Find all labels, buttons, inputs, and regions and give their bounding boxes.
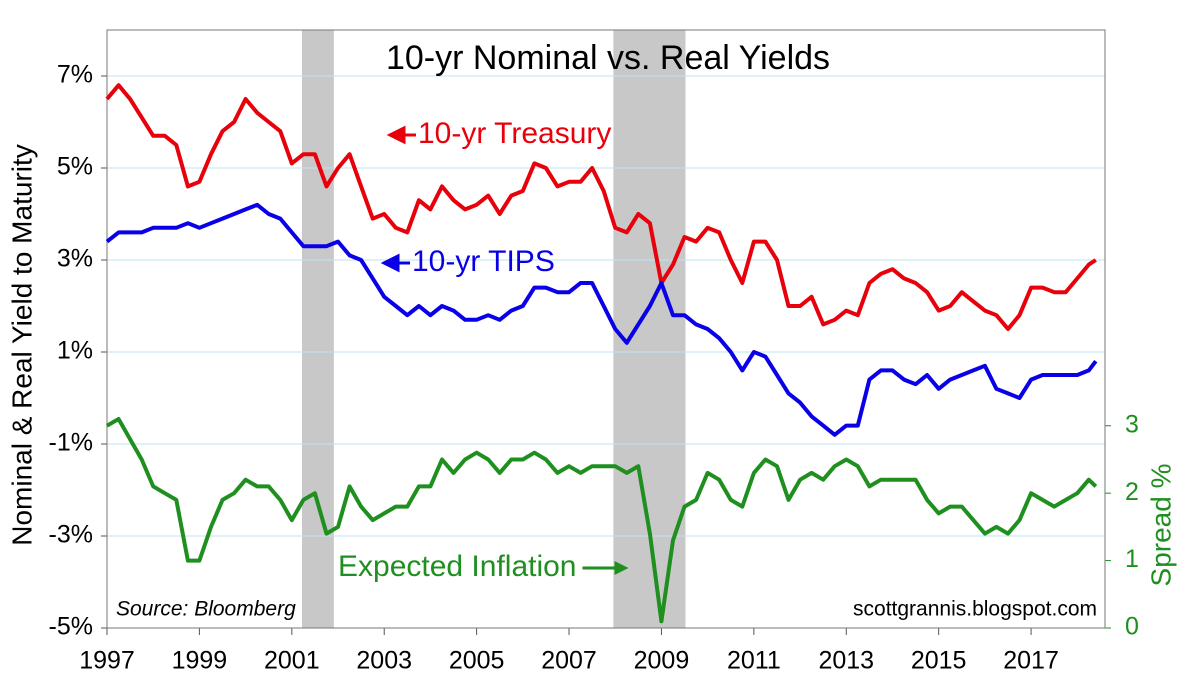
y-tick-label: -5% — [49, 613, 93, 641]
series-line — [105, 417, 1098, 624]
chart-title: 10-yr Nominal vs. Real Yields — [386, 39, 830, 77]
y2-tick-label: 2 — [1125, 478, 1139, 506]
plot-frame — [106, 29, 1106, 629]
y-tick-label: 1% — [57, 337, 93, 365]
recession-band — [301, 30, 334, 628]
x-tick-label: 2017 — [1003, 647, 1059, 675]
y2-tick-label: 0 — [1125, 613, 1139, 641]
series-line — [105, 83, 1097, 331]
label-arrow-head — [614, 561, 629, 575]
label-arrow — [386, 125, 416, 145]
series-label: 10-yr TIPS — [412, 245, 555, 278]
x-tick-label: 2001 — [264, 647, 320, 675]
y2-tick-label: 1 — [1125, 545, 1139, 573]
label-arrow — [380, 253, 410, 273]
x-tick-label: 2009 — [634, 647, 690, 675]
y-tick-label: 3% — [57, 245, 93, 273]
x-tick-label: 2015 — [911, 647, 967, 675]
series-line — [105, 202, 1098, 437]
y2-axis-title: Spread % — [1145, 464, 1176, 587]
x-tick-label: 2011 — [727, 647, 781, 675]
credit-note: scottgrannis.blogspot.com — [853, 598, 1097, 621]
y2-tick-label: 3 — [1125, 410, 1139, 438]
y-tick-label: -3% — [49, 521, 93, 549]
x-tick-label: 1999 — [172, 647, 228, 675]
x-tick-label: 2007 — [541, 647, 597, 675]
source-note: Source: Bloomberg — [116, 598, 296, 621]
x-tick-label: 2013 — [818, 647, 874, 675]
x-tick-label: 1997 — [79, 647, 135, 675]
series-label: 10-yr Treasury — [418, 117, 611, 150]
y-tick-label: -1% — [49, 429, 93, 457]
x-tick-label: 2005 — [449, 647, 505, 675]
y-tick-label: 7% — [57, 61, 93, 89]
x-tick-label: 2003 — [356, 647, 412, 675]
y-axis-title: Nominal & Real Yield to Maturity — [6, 144, 37, 546]
y-tick-label: 5% — [57, 153, 93, 181]
series-label: Expected Inflation — [338, 550, 577, 583]
